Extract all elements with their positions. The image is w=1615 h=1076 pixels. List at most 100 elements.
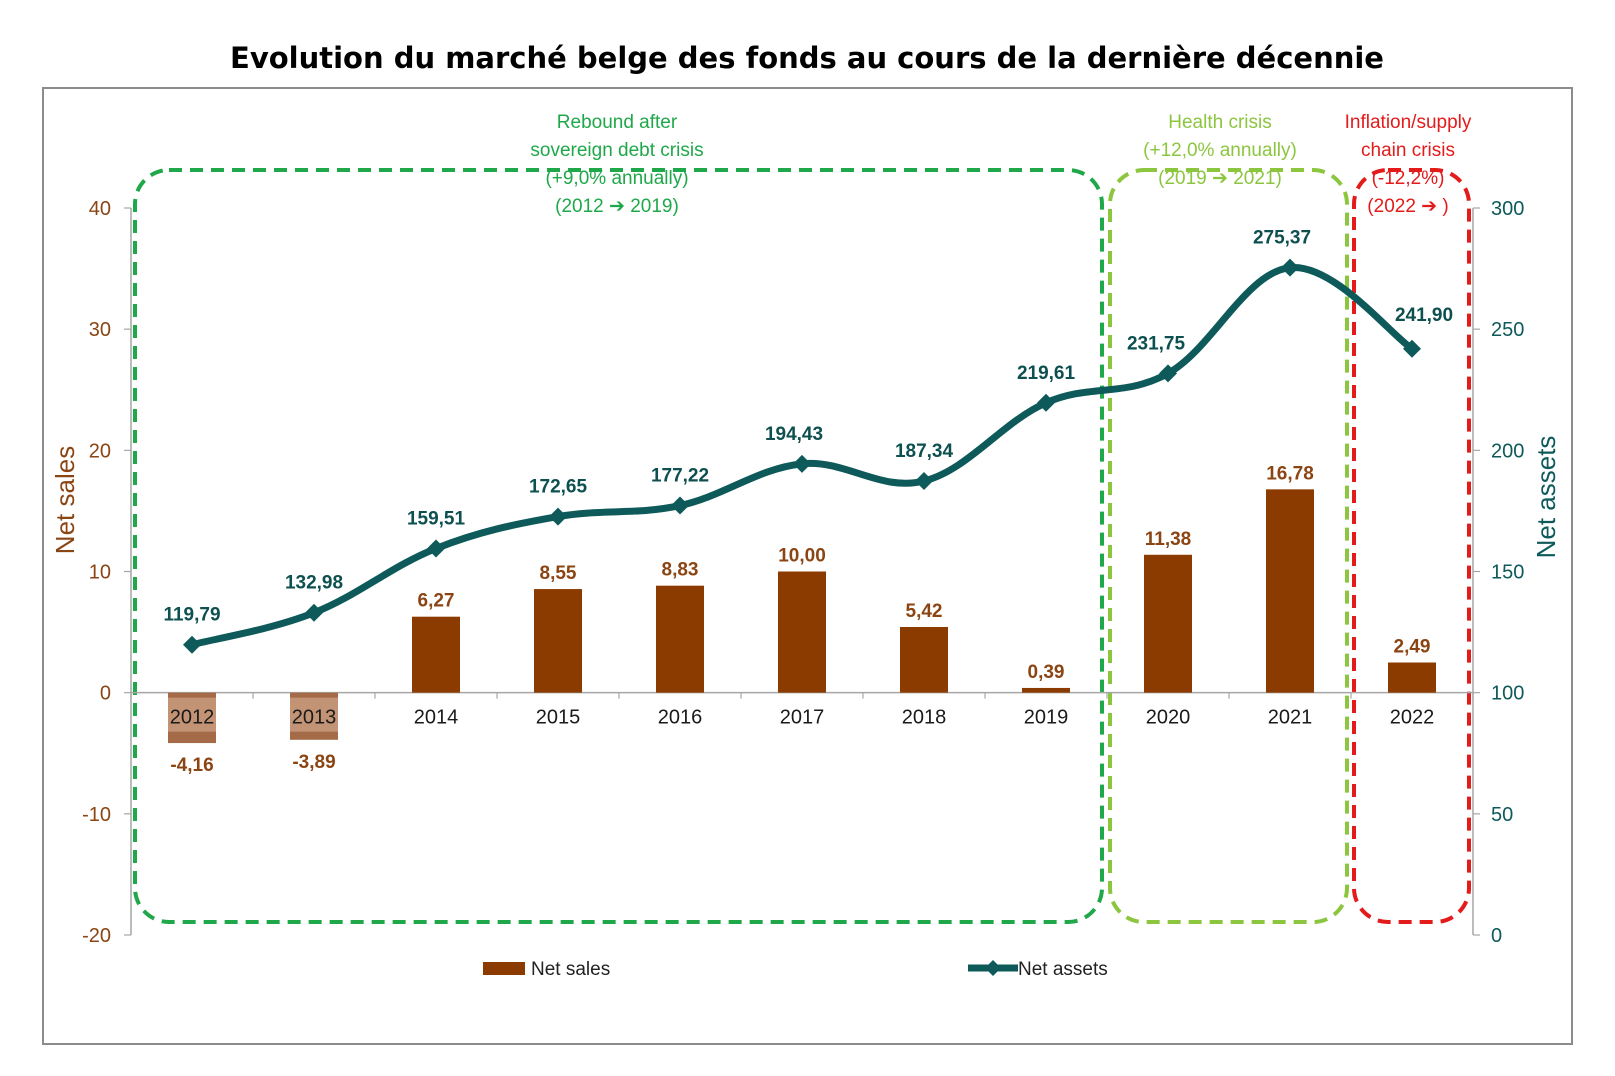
period-box-2 — [1108, 168, 1349, 924]
period-annotation-3-line-1: Inflation/supply — [1345, 112, 1472, 133]
point-2013 — [305, 603, 323, 622]
bar-value-label-2022: 2,49 — [1394, 636, 1431, 657]
category-label-2012: 2012 — [170, 707, 215, 729]
line-value-label-2014: 159,51 — [407, 508, 466, 529]
point-2020 — [1159, 364, 1177, 383]
bar-value-label-2018: 5,42 — [906, 601, 943, 622]
left-tick-label: 10 — [89, 562, 111, 584]
category-label-2020: 2020 — [1146, 707, 1191, 729]
bar-value-label-2017: 10,00 — [778, 546, 826, 567]
legend: Net sales Net assets — [483, 959, 1108, 980]
period-annotation-2-line-2: (+12,0% annually) — [1143, 140, 1297, 161]
period-boxes — [133, 168, 1471, 924]
point-2014 — [427, 539, 445, 558]
category-label-2014: 2014 — [414, 707, 459, 729]
bar-2014 — [412, 616, 460, 693]
category-label-2018: 2018 — [902, 707, 947, 729]
point-2021 — [1281, 258, 1299, 277]
period-box-1 — [133, 168, 1104, 924]
bar-value-label-2013: -3,89 — [292, 752, 335, 773]
left-tick-label: 30 — [89, 319, 111, 341]
bar-2015 — [534, 589, 582, 693]
bar-label-band-2012 — [168, 697, 216, 732]
line-value-label-2016: 177,22 — [651, 466, 709, 487]
point-2012 — [183, 635, 201, 654]
plot-frame — [42, 87, 1573, 1045]
bar-label-band-2013 — [290, 697, 338, 732]
line-value-label-2021: 275,37 — [1253, 228, 1311, 249]
line-value-label-2013: 132,98 — [285, 573, 343, 594]
period-annotation-2-line-3: (2019 ➔ 2021) — [1158, 168, 1282, 189]
chart-title: Evolution du marché belge des fonds au c… — [230, 41, 1384, 75]
point-2017 — [793, 454, 811, 473]
period-annotation-2-line-1: Health crisis — [1168, 112, 1271, 133]
right-tick-label: 100 — [1491, 683, 1524, 705]
bar-value-label-2020: 11,38 — [1145, 529, 1192, 550]
net-assets-series-line — [188, 264, 1416, 649]
left-tick-label: 40 — [89, 198, 111, 220]
left-tick-label: -10 — [82, 804, 111, 826]
bar-value-label-2021: 16,78 — [1266, 463, 1314, 484]
left-tick-label: 20 — [89, 440, 111, 462]
right-tick-label: 50 — [1491, 804, 1513, 826]
line-value-label-2012: 119,79 — [163, 605, 220, 626]
bar-value-label-2012: -4,16 — [170, 755, 213, 776]
right-axis-title: Net assets — [1531, 436, 1561, 559]
line-value-label-2019: 219,61 — [1017, 363, 1076, 384]
period-annotation-3-line-3: (-12,2%) — [1372, 168, 1445, 189]
bar-value-label-2014: 6,27 — [418, 591, 455, 612]
right-tick-label: 250 — [1491, 319, 1524, 341]
right-tick-label: 150 — [1491, 562, 1524, 584]
bar-2017 — [778, 571, 826, 693]
category-label-2017: 2017 — [780, 707, 825, 729]
bar-value-label-2015: 8,55 — [540, 563, 577, 584]
period-annotation-1-line-1: Rebound after — [557, 112, 678, 133]
right-tick-label: 200 — [1491, 440, 1524, 462]
period-annotations: Rebound after sovereign debt crisis (+9,0%… — [530, 112, 1471, 217]
legend-label-net-assets: Net assets — [1018, 959, 1108, 980]
left-tick-label: -20 — [82, 925, 111, 947]
net-assets-line — [183, 258, 1421, 654]
axes: -20 -10 0 10 20 30 40 0 50 100 150 200 250 300 Net sal… — [50, 198, 1561, 947]
bar-2021 — [1266, 489, 1314, 693]
legend-swatch-net-sales — [483, 962, 525, 975]
left-tick-label: 0 — [100, 683, 111, 705]
line-value-label-2017: 194,43 — [765, 424, 823, 445]
data-labels: 2012 2013 2014 2015 2016 2017 2018 2019 2020 2021… — [163, 228, 1453, 776]
line-value-label-2022: 241,90 — [1395, 305, 1453, 326]
category-label-2022: 2022 — [1390, 707, 1435, 729]
bar-2022 — [1388, 662, 1436, 693]
category-label-2019: 2019 — [1024, 707, 1069, 729]
net-sales-bars — [168, 489, 1436, 744]
period-annotation-3-line-4: (2022 ➔ ) — [1367, 196, 1448, 217]
left-axis-title: Net sales — [50, 446, 80, 554]
period-annotation-1-line-4: (2012 ➔ 2019) — [555, 196, 679, 217]
bar-2020 — [1144, 554, 1192, 693]
period-annotation-1-line-2: sovereign debt crisis — [530, 140, 703, 161]
bar-2019 — [1022, 687, 1070, 693]
bar-value-label-2016: 8,83 — [662, 560, 699, 581]
period-box-3 — [1352, 168, 1471, 924]
category-label-2021: 2021 — [1268, 707, 1313, 729]
legend-label-net-sales: Net sales — [531, 959, 610, 980]
bar-value-label-2019: 0,39 — [1028, 662, 1065, 683]
category-label-2013: 2013 — [292, 707, 337, 729]
point-2015 — [549, 507, 567, 526]
right-tick-label: 300 — [1491, 198, 1524, 220]
bar-2016 — [656, 585, 704, 693]
line-value-label-2018: 187,34 — [895, 441, 954, 462]
legend-marker-net-assets — [985, 960, 1001, 976]
bar-2018 — [900, 626, 948, 693]
point-2016 — [671, 496, 689, 515]
line-value-label-2015: 172,65 — [529, 477, 588, 498]
period-annotation-3-line-2: chain crisis — [1361, 140, 1455, 161]
point-2022 — [1403, 339, 1421, 358]
category-label-2016: 2016 — [658, 707, 703, 729]
category-label-2015: 2015 — [536, 707, 581, 729]
period-annotation-1-line-3: (+9,0% annually) — [545, 168, 688, 189]
line-value-label-2020: 231,75 — [1127, 333, 1186, 354]
right-tick-label: 0 — [1491, 925, 1502, 947]
point-2018 — [915, 472, 933, 491]
